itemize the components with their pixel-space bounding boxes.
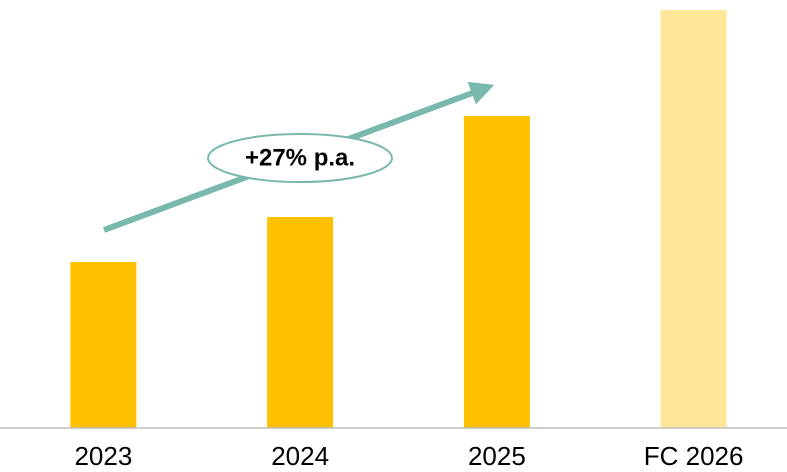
bar [660,10,727,428]
annotation-bubble [207,133,393,183]
annotation: +27% p.a. [245,144,355,171]
bar [463,116,530,428]
bar [267,217,334,428]
x-tick-label: FC 2026 [644,441,744,471]
x-tick-label: 2023 [74,441,132,471]
x-tick-label: 2025 [468,441,526,471]
bar [70,262,137,428]
x-tick-label: 2024 [271,441,329,471]
